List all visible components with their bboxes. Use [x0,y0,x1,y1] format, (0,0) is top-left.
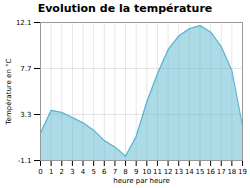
svg-text:9: 9 [134,168,138,176]
svg-text:17: 17 [217,168,226,176]
svg-text:14: 14 [185,168,194,176]
svg-text:heure par heure: heure par heure [113,177,169,185]
html-text:Evolution de la température: Evolution de la température [37,2,213,15]
svg-text:0: 0 [38,168,42,176]
svg-text:6: 6 [102,168,107,176]
svg-text:Température en °C: Température en °C [5,58,13,125]
svg-text:7.7: 7.7 [20,65,31,73]
svg-text:2: 2 [60,168,64,176]
svg-text:5: 5 [91,168,95,176]
svg-text:18: 18 [227,168,236,176]
svg-text:10: 10 [142,168,151,176]
svg-text:-1.1: -1.1 [18,157,32,165]
svg-text:3.3: 3.3 [20,111,31,119]
svg-text:3: 3 [70,168,74,176]
svg-text:12: 12 [164,168,173,176]
svg-text:19: 19 [238,168,247,176]
svg-text:13: 13 [174,168,183,176]
svg-text:12.1: 12.1 [16,19,32,27]
svg-text:15: 15 [196,168,205,176]
svg-text:11: 11 [153,168,162,176]
svg-text:8: 8 [123,168,127,176]
svg-text:7: 7 [113,168,117,176]
svg-text:16: 16 [206,168,215,176]
svg-text:4: 4 [81,168,86,176]
svg-text:1: 1 [49,168,53,176]
